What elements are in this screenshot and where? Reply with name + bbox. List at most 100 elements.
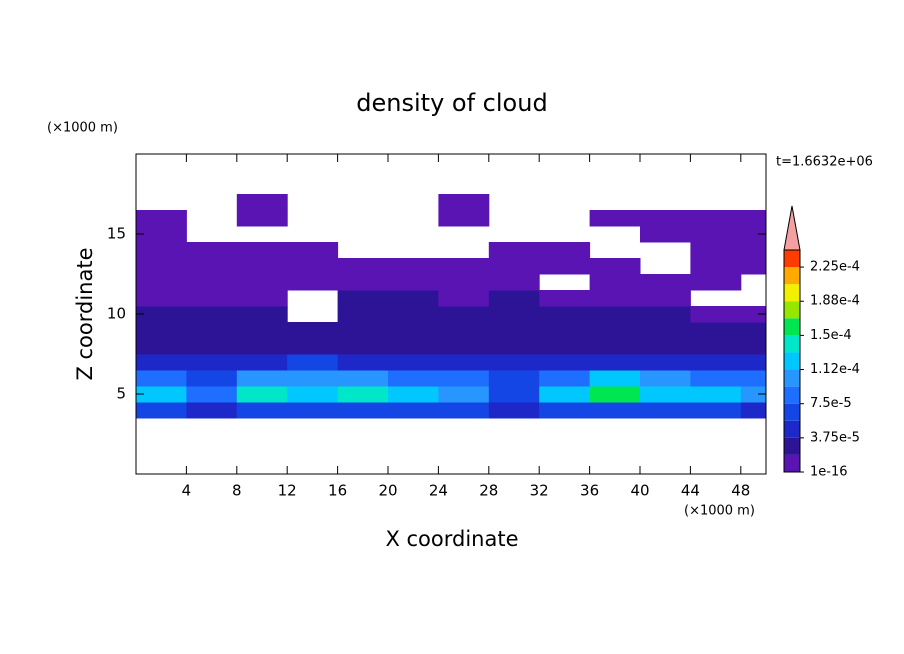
contour-cell — [438, 370, 490, 387]
x-tick-label: 16 — [328, 482, 347, 500]
contour-cell — [388, 290, 439, 307]
contour-cell — [186, 322, 238, 339]
contour-cell — [287, 402, 339, 419]
y-axis-label: Z coordinate — [73, 247, 97, 380]
contour-cell — [438, 386, 490, 403]
contour-cell — [589, 210, 641, 227]
contour-cell — [438, 274, 490, 291]
contour-cell — [337, 354, 389, 371]
colorbar-band — [784, 403, 800, 421]
contour-cell — [287, 322, 339, 339]
contour-cell — [740, 242, 766, 259]
contour-cell — [186, 274, 238, 291]
contour-cell — [740, 386, 766, 403]
contour-cell — [337, 290, 389, 307]
contour-cell — [287, 370, 339, 387]
colorbar-band — [784, 369, 800, 387]
contour-cell — [539, 290, 591, 307]
contour-cell — [186, 306, 238, 323]
contour-cell — [488, 258, 540, 275]
contour-cell — [640, 226, 691, 243]
contour-cell — [136, 242, 187, 259]
contour-cell — [488, 386, 540, 403]
contour-cell — [337, 370, 389, 387]
x-tick-label: 24 — [429, 482, 448, 500]
contour-cell — [388, 338, 439, 355]
contour-cell — [690, 226, 742, 243]
contour-cell — [136, 290, 187, 307]
colorbar-band — [784, 454, 800, 472]
contour-cell — [236, 210, 288, 227]
contour-cell — [690, 370, 742, 387]
contour-cell — [488, 274, 540, 291]
contour-cell — [136, 338, 187, 355]
contour-cell — [236, 370, 288, 387]
contour-cell — [337, 338, 389, 355]
contour-cell — [388, 322, 439, 339]
contour-cell — [740, 210, 766, 227]
contour-cell — [388, 354, 439, 371]
chart-title: density of cloud — [356, 89, 547, 117]
contour-cell — [640, 338, 691, 355]
colorbar-label: 1.12e-4 — [810, 362, 860, 377]
contour-cell — [186, 370, 238, 387]
contour-cell — [488, 306, 540, 323]
colorbar-band — [784, 318, 800, 336]
contour-cell — [136, 226, 187, 243]
x-tick-label: 12 — [278, 482, 297, 500]
contour-cell — [740, 306, 766, 323]
colorbar-label: 1.88e-4 — [810, 294, 860, 309]
contour-cell — [186, 402, 238, 419]
contour-cell — [337, 322, 389, 339]
contour-cell — [136, 258, 187, 275]
contour-cell — [438, 306, 490, 323]
contour-cell — [136, 306, 187, 323]
contour-cell — [640, 290, 691, 307]
contour-cell — [388, 258, 439, 275]
contour-cell — [236, 258, 288, 275]
contour-cell — [640, 210, 691, 227]
y-unit: (×1000 m) — [47, 121, 118, 136]
contour-cell — [640, 354, 691, 371]
contour-cell — [589, 290, 641, 307]
contour-cell — [589, 370, 641, 387]
contour-cell — [740, 338, 766, 355]
contour-cell — [589, 306, 641, 323]
contour-cell — [690, 210, 742, 227]
x-tick-label: 20 — [378, 482, 397, 500]
contour-cell — [539, 370, 591, 387]
contour-cell — [236, 306, 288, 323]
contour-cell — [186, 258, 238, 275]
contour-cell — [690, 274, 742, 291]
contour-cell — [186, 386, 238, 403]
colorbar-band — [784, 284, 800, 302]
x-axis-label: X coordinate — [385, 527, 518, 551]
contour-cell — [287, 338, 339, 355]
colorbar-label: 3.75e-5 — [810, 430, 860, 445]
contour-cell — [287, 354, 339, 371]
contour-cell — [740, 258, 766, 275]
contour-cell — [589, 402, 641, 419]
time-annotation: t=1.6632e+06 — [776, 155, 873, 170]
contour-cell — [640, 402, 691, 419]
contour-cell — [136, 402, 187, 419]
contour-cell — [186, 242, 238, 259]
contour-cell — [539, 306, 591, 323]
contour-cell — [539, 338, 591, 355]
contour-cell — [236, 386, 288, 403]
contour-cell — [640, 306, 691, 323]
contour-cell — [236, 194, 288, 211]
colorbar-label: 2.25e-4 — [810, 260, 860, 275]
contour-cell — [690, 242, 742, 259]
contour-cell — [488, 242, 540, 259]
colorbar-band — [784, 437, 800, 455]
contour-cell — [337, 386, 389, 403]
contour-cell — [186, 290, 238, 307]
contour-cell — [488, 370, 540, 387]
x-tick-label: 8 — [232, 482, 242, 500]
contour-cell — [236, 290, 288, 307]
contour-cell — [388, 370, 439, 387]
contour-cell — [690, 306, 742, 323]
colorbar-band — [784, 250, 800, 268]
